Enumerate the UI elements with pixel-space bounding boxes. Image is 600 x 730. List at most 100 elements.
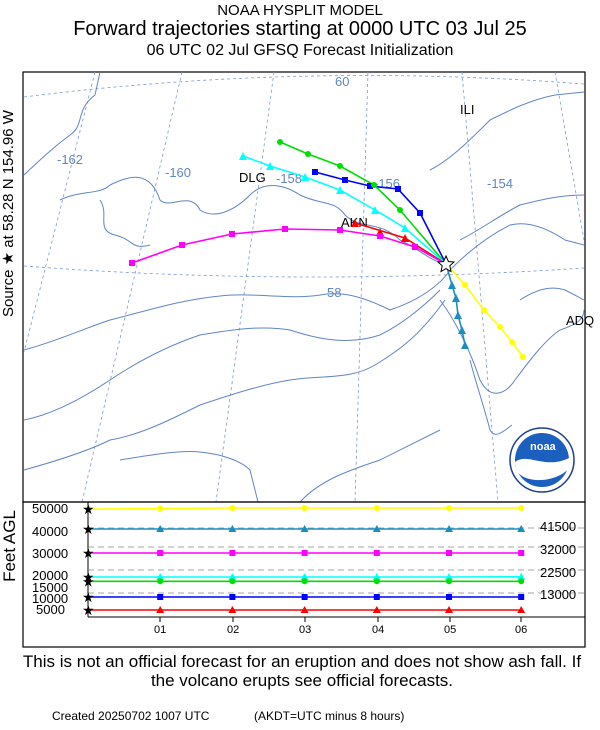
height-series-point-4-2 [229, 578, 236, 585]
lon-label-160: -160 [165, 165, 191, 180]
height-series-point-6-5 [445, 606, 453, 613]
height-series-point-3-6 [517, 572, 526, 580]
lat-line-60 [23, 75, 585, 98]
lon-label-158: -158 [276, 171, 302, 186]
height-series-point-6-1 [156, 606, 165, 613]
xtick-04: 04 [372, 624, 384, 636]
map-trajectory-markers [129, 139, 526, 360]
height-gridlines [88, 527, 585, 594]
height-series-point-5-3 [301, 594, 308, 600]
height-series-point-4-3 [301, 578, 308, 585]
xtick-06: 06 [515, 624, 527, 636]
xtick-03: 03 [299, 624, 311, 636]
map-frame [22, 71, 586, 503]
height-series-point-1-6 [517, 525, 526, 532]
lon-line-158 [215, 71, 275, 503]
height-series-point-2-2 [229, 550, 236, 556]
map-graticule [23, 71, 585, 503]
map-trajectory-yellow [445, 263, 524, 358]
right-label-32000: 32000 [540, 542, 576, 557]
map-trajectory-green [279, 141, 447, 265]
lon-line-162 [23, 71, 96, 353]
height-series-start-star-icon-1: ★ [82, 522, 95, 538]
height-series-point-0-3 [301, 505, 308, 511]
noaa-logo: noaa [509, 427, 575, 493]
height-panel-frame [22, 501, 586, 648]
initialization-subtitle: 06 UTC 02 Jul GFSQ Forecast Initializati… [146, 42, 454, 59]
lat-label-60: 60 [335, 74, 349, 89]
height-series-point-2-6 [518, 550, 525, 556]
height-series-point-2-3 [301, 550, 308, 556]
height-series-start-star-icon-4: ★ [82, 574, 95, 590]
height-axis-label: Feet AGL [0, 510, 19, 582]
created-timestamp: Created 20250702 1007 UTC [52, 709, 210, 723]
timezone-note: (AKDT=UTC minus 8 hours) [254, 709, 405, 723]
height-series-point-5-2 [229, 594, 236, 600]
height-series-start-star-icon-6: ★ [82, 603, 95, 619]
right-label-13000: 13000 [540, 587, 576, 602]
map-trajectory-magenta [131, 228, 447, 265]
place-label-adq: ADQ [566, 313, 594, 328]
source-star-icon [436, 254, 456, 273]
right-label-41500: 41500 [540, 519, 576, 534]
lat-label-58: 58 [327, 285, 341, 300]
height-series-point-4-4 [373, 578, 380, 585]
height-series-point-3-3 [300, 573, 309, 580]
ytick-5000: 5000 [36, 602, 65, 617]
lon-label-162: -162 [57, 152, 83, 167]
height-series-point-6-3 [300, 606, 309, 613]
height-series-point-3-4 [372, 573, 381, 580]
right-label-22500: 22500 [540, 565, 576, 580]
ytick-50000: 50000 [32, 501, 68, 516]
ytick-15000: 15000 [32, 580, 68, 595]
height-series-start-star-icon-5: ★ [82, 590, 95, 606]
height-series-point-0-1 [157, 505, 164, 512]
map-trajectory-red [354, 222, 447, 265]
ytick-20000: 20000 [32, 568, 68, 583]
height-series-point-0-4 [373, 505, 380, 511]
height-series-point-2-5 [446, 550, 452, 556]
lon-line-160 [81, 71, 183, 503]
height-series-start-star-icon-2: ★ [82, 546, 95, 562]
height-series-point-1-5 [445, 525, 453, 532]
height-series-point-2-1 [157, 550, 164, 556]
ytick-40000: 40000 [32, 524, 68, 539]
height-series-start-star-icon-0: ★ [82, 502, 95, 518]
disclaimer-text: This is not an official forecast for an … [22, 652, 582, 690]
trajectory-title: Forward trajectories starting at 0000 UT… [73, 18, 527, 40]
height-series-point-6-6 [517, 606, 526, 613]
height-series-point-5-5 [446, 594, 452, 600]
height-series-point-6-4 [372, 606, 381, 613]
height-series-point-5-1 [157, 594, 164, 600]
lon-line-156 [354, 71, 369, 503]
lat-line-58 [23, 265, 585, 278]
height-series-point-1-1 [156, 525, 165, 532]
ytick-30000: 30000 [32, 546, 68, 561]
height-series-point-2-4 [373, 550, 380, 556]
height-series-point-4-5 [446, 578, 452, 585]
height-series-point-0-5 [446, 505, 452, 511]
height-series-point-5-4 [373, 594, 380, 600]
map-trajectory-blue [314, 171, 447, 265]
height-series-point-5-6 [518, 594, 525, 600]
height-series-point-3-5 [445, 573, 453, 580]
height-series-point-6-2 [228, 606, 237, 613]
lon-line-152 [554, 71, 585, 241]
lon-label-154: -154 [487, 176, 513, 191]
height-series-point-0-2 [229, 505, 236, 511]
xtick-marks [159, 617, 522, 622]
ytick-10000: 10000 [32, 591, 68, 606]
height-series-point-0-6 [518, 505, 525, 511]
height-series-point-3-2 [228, 573, 237, 580]
height-series-group: ★★★★★★★ [82, 502, 526, 619]
height-series-point-1-2 [228, 525, 237, 532]
xtick-01: 01 [154, 624, 166, 636]
model-title: NOAA HYSPLIT MODEL [217, 2, 383, 19]
place-label-dlg: DLG [239, 170, 266, 185]
height-series-point-3-1 [156, 573, 165, 580]
xtick-05: 05 [444, 624, 456, 636]
noaa-logo-text: noaa [530, 441, 557, 453]
height-series-point-4-6 [518, 578, 525, 585]
height-series-point-1-4 [372, 525, 381, 532]
